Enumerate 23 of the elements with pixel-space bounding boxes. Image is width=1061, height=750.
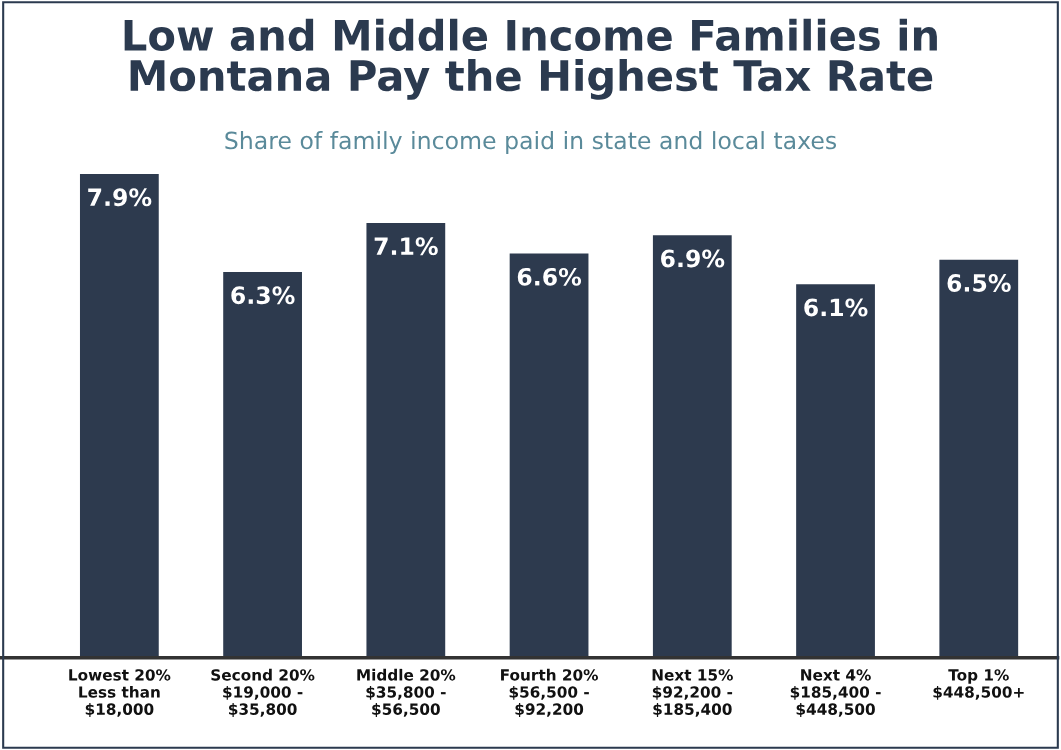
data-label: 6.3%	[231, 286, 295, 305]
bar	[939, 259, 1019, 658]
data-label: 7.9%	[88, 188, 152, 207]
bar	[509, 253, 589, 658]
x-tick-label: Lowest 20% Less than $18,000	[69, 669, 171, 717]
x-tick-label: Top 1% $448,500+	[933, 669, 1024, 700]
data-label: 6.5%	[947, 274, 1011, 292]
chart-title: Low and Middle Income Families in Montana Pay the Highest Tax Rate	[124, 18, 937, 100]
bar	[366, 222, 446, 658]
x-tick-label: Second 20% $19,000 - $35,800	[211, 668, 315, 717]
chart-subtitle: Share of family income paid in state and local taxes	[225, 131, 837, 154]
data-label: 6.1%	[804, 298, 868, 317]
data-label: 7.1%	[374, 237, 438, 256]
bar	[223, 271, 302, 658]
data-label: 6.6%	[517, 267, 582, 286]
x-tick-label: Fourth 20% $56,500 - $92,200	[501, 668, 598, 717]
bar	[652, 235, 732, 658]
x-tick-label: Next 15% $92,200 - $185,400	[652, 669, 733, 717]
bar	[79, 174, 159, 658]
bar	[796, 284, 875, 658]
data-label: 6.9%	[661, 249, 725, 268]
x-tick-label: Next 4% $185,400 - $448,500	[790, 669, 881, 717]
x-tick-label: Middle 20% $35,800 - $56,500	[357, 668, 456, 717]
